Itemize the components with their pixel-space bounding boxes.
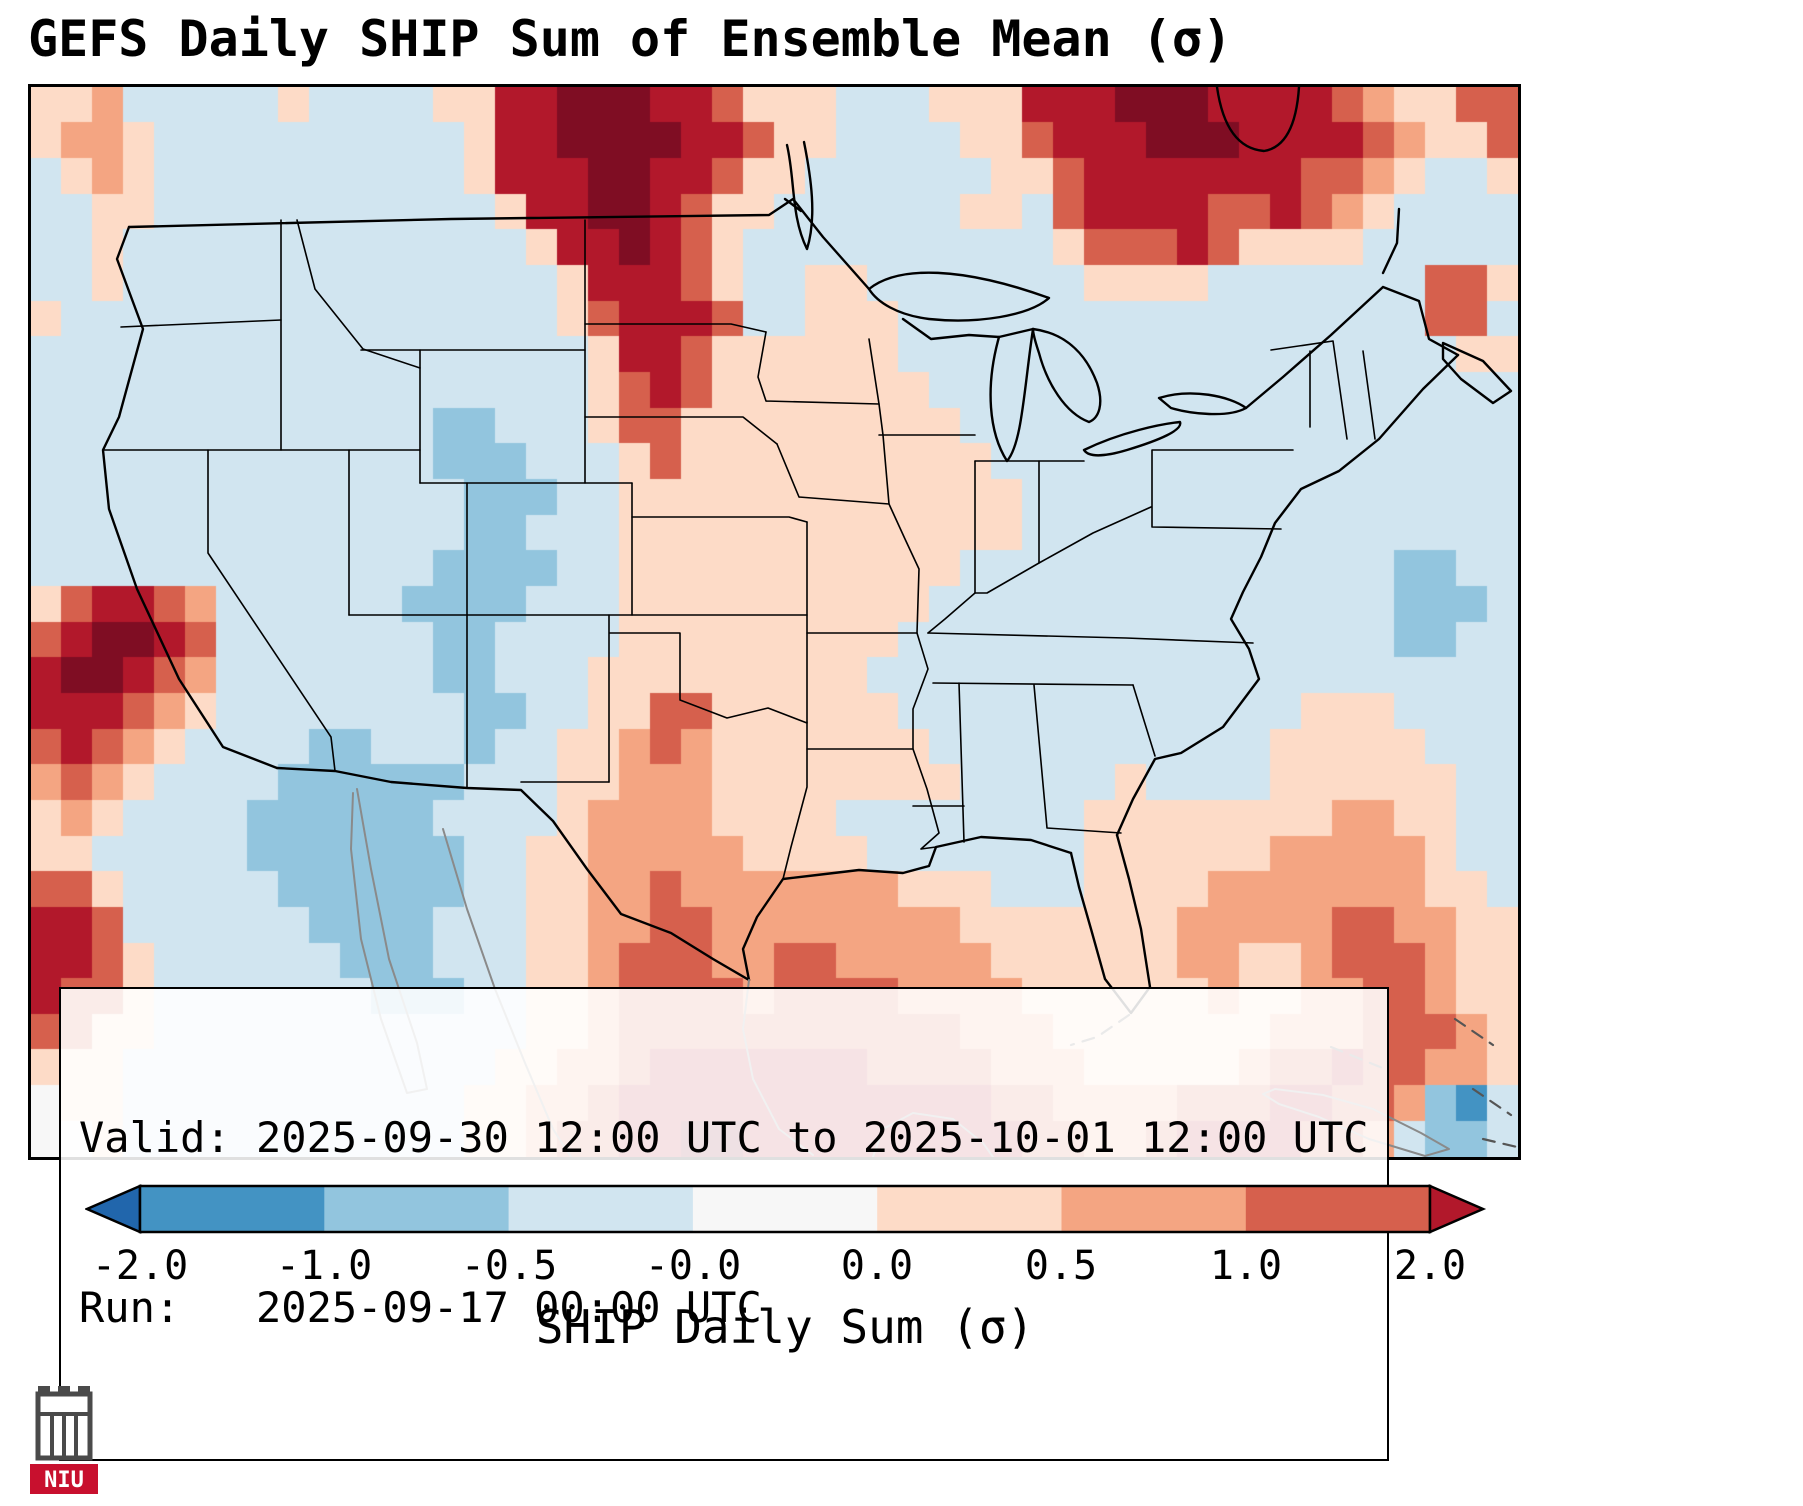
colorbar-tick-label: 0.5 [1024,1243,1098,1289]
colorbar-segment [324,1186,510,1232]
colorbar-over-arrow-icon [1428,1184,1487,1234]
colorbar-tick-label: -0.5 [460,1243,558,1289]
map-boundaries-svg [101,87,1518,1157]
colorbar [85,1184,1487,1234]
colorbar-under-arrow-icon [85,1184,142,1234]
map: Valid: 2025-09-30 12:00 UTC to 2025-10-0… [28,84,1521,1461]
coastlines [101,87,1513,1015]
colorbar-tick-label: -2.0 [91,1243,189,1289]
colorbar-segment [508,1186,694,1232]
grid-canvas [31,87,1518,1157]
logo-banner [30,1464,98,1494]
colorbar-label: SHIP Daily Sum (σ) [535,1300,1035,1354]
valid-line: Valid: 2025-09-30 12:00 UTC to 2025-10-0… [79,1113,1369,1163]
colorbar-tick-label: -1.0 [275,1243,373,1289]
logo-text: NIU [44,1468,84,1493]
colorbar-segment [1245,1186,1430,1232]
colorbar-segment [692,1186,878,1232]
colorbar-segment [1061,1186,1247,1232]
colorbar-tick-label: -0.0 [644,1243,742,1289]
colorbar-segment [877,1186,1063,1232]
niu-logo: NIU [30,1386,98,1494]
state-boundaries [102,219,1376,880]
page-title: GEFS Daily SHIP Sum of Ensemble Mean (σ) [28,10,1233,68]
colorbar-tick-label: 0.0 [840,1243,914,1289]
run-line: Run: 2025-09-17 00:00 UTC [79,1283,762,1333]
castle-icon [35,1386,93,1461]
colorbar-tick-label: 1.0 [1209,1243,1283,1289]
colorbar-tick-label: 2.0 [1393,1243,1467,1289]
colorbar-segment [140,1186,325,1232]
